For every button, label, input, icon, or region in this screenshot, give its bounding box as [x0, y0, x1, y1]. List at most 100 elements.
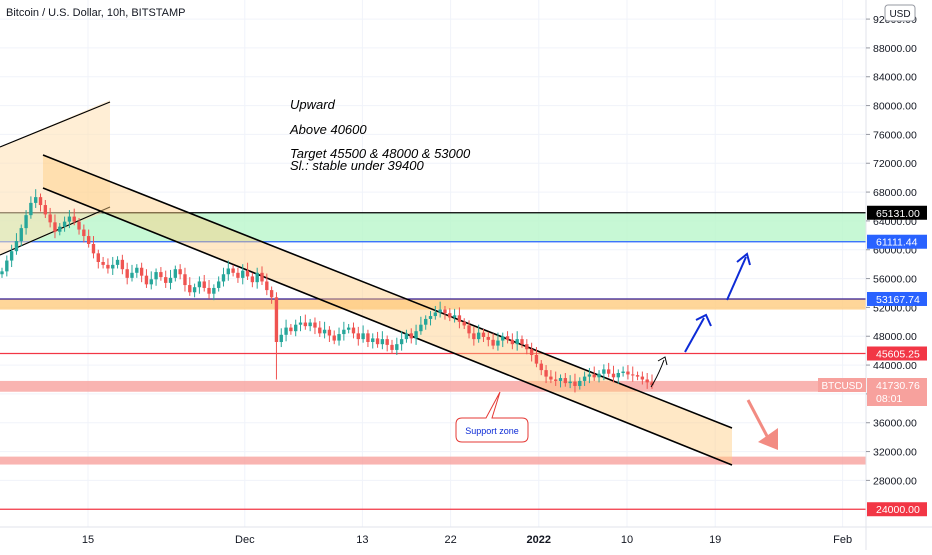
- y-tick-label: 80000.00: [873, 101, 917, 113]
- last-price-box: [867, 378, 927, 406]
- candle-body: [327, 329, 332, 336]
- candle-body: [115, 259, 120, 265]
- candle-body: [361, 333, 365, 340]
- candle-body: [241, 270, 245, 278]
- candle-body: [496, 340, 500, 346]
- candle-body: [313, 322, 317, 328]
- candle-body: [424, 318, 428, 325]
- candle-body: [481, 332, 486, 337]
- price-tag-box: [867, 346, 927, 361]
- annotation-line-2: Above 40600: [289, 122, 367, 137]
- currency-badge[interactable]: [884, 4, 916, 22]
- candle-body: [192, 287, 197, 293]
- candle-body: [399, 339, 404, 345]
- descending-channel: [42, 154, 733, 466]
- x-tick-label: 2022: [527, 534, 551, 546]
- resistance-zone-orange: [0, 299, 866, 310]
- candle-body: [236, 272, 240, 278]
- x-tick-label: 22: [444, 534, 456, 546]
- candle-body: [491, 339, 495, 346]
- candle-body: [606, 369, 611, 374]
- arrow-blue-2: [726, 256, 747, 301]
- y-tick-label: 44000.00: [873, 360, 917, 372]
- last-price-tag: BTCUSD 41730.76 08:01: [818, 378, 927, 406]
- candle-body: [9, 251, 14, 261]
- y-tick-label: 36000.00: [873, 418, 917, 430]
- candle-body: [111, 264, 115, 269]
- last-price-value: 41730.76: [876, 380, 920, 392]
- candle-body: [322, 329, 327, 334]
- x-tick-label: 10: [621, 534, 633, 546]
- price-tag-label: 45605.25: [876, 348, 920, 360]
- candle-body: [515, 339, 519, 345]
- candle-body: [183, 274, 187, 286]
- time-axis[interactable]: 15 Dec 13 22 2022 10 19 Feb: [82, 534, 852, 546]
- candle-body: [539, 363, 543, 371]
- candle-body: [82, 229, 86, 237]
- callout-label: Support zone: [465, 426, 519, 436]
- candle-body: [457, 315, 462, 322]
- candle-body: [318, 327, 322, 334]
- candle-body: [472, 333, 476, 340]
- candle-body: [260, 272, 264, 282]
- candle-body: [178, 269, 182, 275]
- candle-body: [164, 277, 168, 283]
- candle-body: [188, 285, 192, 293]
- candle-body: [221, 274, 226, 282]
- candle-body: [226, 268, 230, 275]
- candle-body: [284, 327, 288, 335]
- candle-body: [428, 316, 433, 319]
- candle-body: [34, 197, 38, 203]
- candle-body: [616, 372, 620, 378]
- candle-body: [294, 324, 298, 332]
- price-tag-label: 53167.74: [876, 294, 920, 306]
- x-tick-label: Dec: [235, 534, 255, 546]
- candle-body: [554, 379, 558, 381]
- candle-body: [395, 344, 399, 350]
- candle-body: [525, 344, 529, 350]
- candle-body: [380, 339, 385, 345]
- y-tick-label: 28000.00: [873, 475, 917, 487]
- candle-body: [592, 374, 596, 378]
- x-tick-label: 19: [709, 534, 721, 546]
- candle-body: [53, 222, 57, 232]
- candle-body: [197, 281, 202, 288]
- candlesticks: [0, 189, 654, 393]
- y-tick-label: 32000.00: [873, 447, 917, 459]
- candle-body: [255, 272, 259, 283]
- price-tag-box: [867, 502, 927, 517]
- x-tick-label: Feb: [833, 534, 852, 546]
- candle-body: [448, 313, 452, 318]
- candle-body: [626, 371, 630, 375]
- candle-body: [337, 334, 341, 341]
- candle-body: [58, 226, 62, 232]
- candle-body: [274, 297, 279, 343]
- candle-body: [245, 270, 250, 277]
- candle-body: [212, 287, 216, 294]
- candle-body: [419, 324, 423, 332]
- support-zone-callout: Support zone: [455, 391, 529, 443]
- candle-body: [303, 322, 308, 327]
- price-tag-box: [867, 291, 927, 306]
- candle-body: [558, 378, 563, 381]
- candle-body: [611, 373, 616, 378]
- candle-body: [67, 216, 72, 222]
- candle-body: [106, 264, 110, 269]
- candle-body: [86, 236, 91, 244]
- channel-upper-line: [42, 154, 733, 429]
- candle-body: [621, 371, 625, 373]
- y-tick-label: 76000.00: [873, 129, 917, 141]
- candle-body: [77, 221, 81, 230]
- candle-body: [72, 216, 76, 222]
- candle-body: [597, 373, 601, 378]
- candle-body: [125, 269, 129, 278]
- annotation-line-1: Upward: [290, 97, 336, 112]
- candle-body: [130, 272, 134, 278]
- y-tick-label: 84000.00: [873, 72, 917, 84]
- candle-body: [578, 380, 582, 386]
- candle-body: [216, 281, 221, 288]
- symbol-label: BTCUSD: [821, 381, 862, 392]
- candle-body: [29, 202, 33, 216]
- price-tag-label: 24000.00: [876, 504, 920, 516]
